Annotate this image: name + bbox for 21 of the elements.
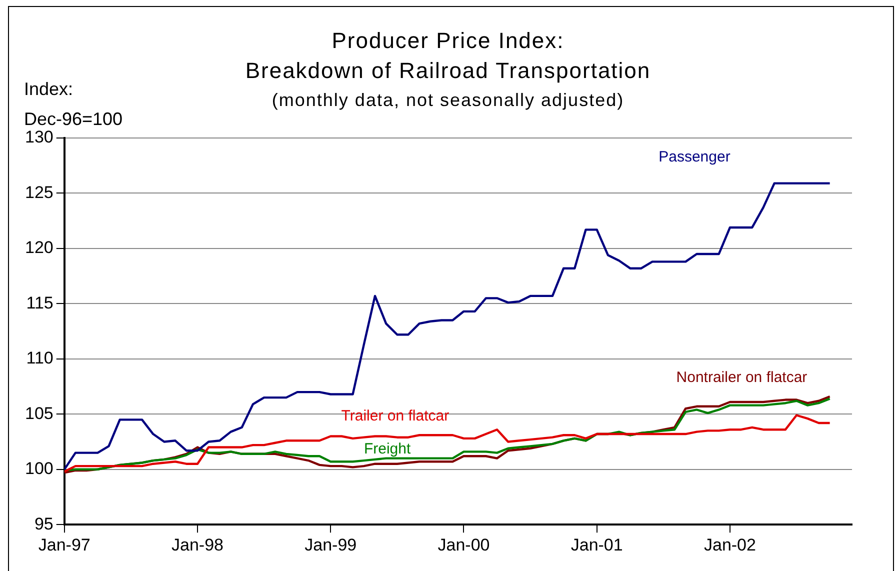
series-label: Nontrailer on flatcar [676, 368, 808, 386]
text: Passenger [658, 148, 730, 166]
y-tick-label: 115 [26, 293, 54, 312]
x-tick-label: Jan-01 [570, 535, 623, 554]
y-tick-label: 105 [24, 404, 54, 423]
chart-subtitle: (monthly data, not seasonally adjusted) [272, 90, 624, 110]
series-label: Trailer on flatcar [341, 407, 450, 424]
y-tick-label: 120 [24, 238, 54, 258]
x-tick-label: Jan-02 [704, 535, 756, 554]
chart-title: Producer Price Index: Breakdown of Railroad Transportation [245, 28, 651, 83]
x-tick-label: Jan-99 [304, 535, 357, 554]
x-tick-label: Jan-97 [38, 535, 90, 554]
y-tick-label: 95 [34, 514, 54, 534]
x-tick-label: Jan-98 [171, 535, 224, 554]
series-label: Freight [364, 440, 412, 458]
y-axis-title: Index: Dec-96=100 [24, 78, 123, 130]
y-tick-label: 110 [26, 348, 54, 368]
y-tick-label: 125 [24, 182, 54, 202]
y-tick-label: 130 [24, 128, 54, 147]
x-tick-label: Jan-00 [438, 535, 490, 554]
y-tick-label: 100 [24, 459, 54, 478]
